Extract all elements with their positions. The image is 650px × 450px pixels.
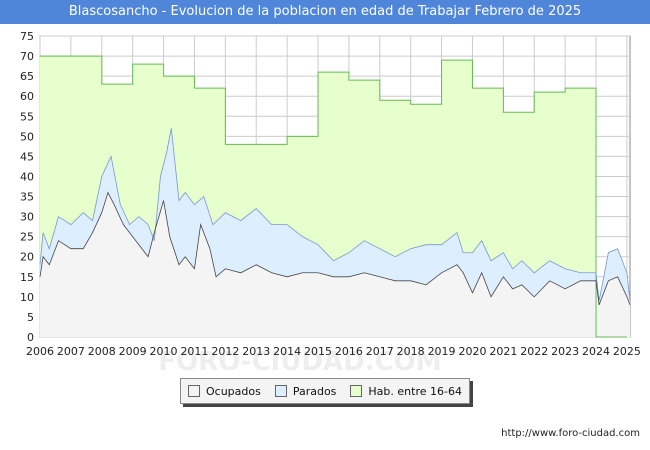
- legend-item-hab: Hab. entre 16-64: [350, 385, 462, 398]
- x-tick-label-2018: 2018: [397, 345, 425, 358]
- series-hab-line: [40, 55, 627, 338]
- legend-label-hab: Hab. entre 16-64: [368, 384, 462, 398]
- x-tick-label-2024: 2024: [582, 345, 610, 358]
- x-tick-label-2012: 2012: [211, 345, 239, 358]
- series-ocupados-area: [40, 192, 630, 337]
- x-axis: 2006 2007 2008 2009 2010 2011 2012 2013 2014 2015…: [26, 345, 641, 358]
- x-tick-label-2020: 2020: [458, 345, 486, 358]
- y-tick-label-20: 20: [20, 251, 34, 264]
- y-axis: 0 5 10 15 20 25 30 35 40 45 50 55 60 65 70 75: [20, 30, 34, 344]
- watermark: FORO-CIUDAD.COM: [158, 347, 441, 377]
- legend: Ocupados Parados Hab. entre 16-64: [180, 378, 470, 404]
- y-tick-label-35: 35: [20, 191, 34, 204]
- y-tick-label-0: 0: [27, 331, 34, 344]
- y-tick-label-75: 75: [20, 30, 34, 43]
- x-tick-label-2016: 2016: [335, 345, 363, 358]
- x-tick-label-2010: 2010: [150, 345, 178, 358]
- y-tick-label-15: 15: [20, 271, 34, 284]
- chart-title: Blascosancho - Evolucion de la poblacion…: [0, 0, 650, 24]
- y-tick-label-5: 5: [27, 311, 34, 324]
- legend-swatch-ocupados: [187, 385, 200, 397]
- legend-item-ocupados: Ocupados: [187, 384, 261, 398]
- x-tick-label-2019: 2019: [428, 345, 456, 358]
- x-tick-label-2023: 2023: [551, 345, 579, 358]
- x-tick-label-2009: 2009: [119, 345, 147, 358]
- x-tick-label-2025: 2025: [613, 345, 641, 358]
- x-tick-label-2021: 2021: [489, 345, 517, 358]
- x-tick-label-2017: 2017: [366, 345, 394, 358]
- y-tick-label-10: 10: [20, 291, 34, 304]
- legend-item-parados: Parados: [274, 384, 337, 398]
- source-url[interactable]: http://www.foro-ciudad.com: [501, 428, 640, 439]
- legend-label-parados: Parados: [292, 384, 337, 398]
- x-tick-label-2011: 2011: [180, 345, 208, 358]
- x-tick-label-2022: 2022: [520, 345, 548, 358]
- y-tick-label-40: 40: [20, 170, 34, 183]
- series-ocupados-line: [39, 191, 631, 306]
- series-parados-line: [39, 128, 631, 301]
- x-tick-label-2015: 2015: [304, 345, 332, 358]
- y-tick-label-70: 70: [20, 50, 34, 63]
- y-tick-label-45: 45: [20, 150, 34, 163]
- y-tick-label-65: 65: [20, 70, 34, 83]
- x-tick-label-2007: 2007: [57, 345, 85, 358]
- x-tick-label-2013: 2013: [242, 345, 270, 358]
- x-tick-label-2014: 2014: [273, 345, 301, 358]
- y-tick-label-55: 55: [20, 110, 34, 123]
- legend-label-ocupados: Ocupados: [205, 384, 261, 398]
- y-tick-label-50: 50: [20, 130, 34, 143]
- legend-swatch-hab: [350, 385, 363, 397]
- y-tick-label-60: 60: [20, 90, 34, 103]
- y-tick-label-30: 30: [20, 211, 34, 224]
- y-tick-label-25: 25: [20, 231, 34, 244]
- x-tick-label-2006: 2006: [26, 345, 54, 358]
- x-tick-label-2008: 2008: [88, 345, 116, 358]
- legend-swatch-parados: [274, 385, 287, 397]
